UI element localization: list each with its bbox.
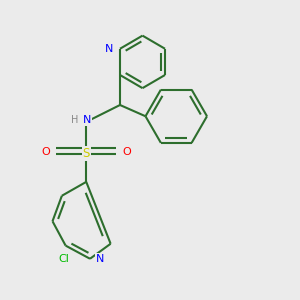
Text: N: N: [96, 254, 105, 264]
Text: Cl: Cl: [58, 254, 69, 264]
Text: O: O: [41, 147, 50, 157]
Text: H: H: [71, 116, 79, 125]
Text: N: N: [105, 44, 114, 54]
Text: N: N: [83, 116, 91, 125]
Text: S: S: [82, 147, 90, 160]
Text: O: O: [122, 147, 131, 157]
